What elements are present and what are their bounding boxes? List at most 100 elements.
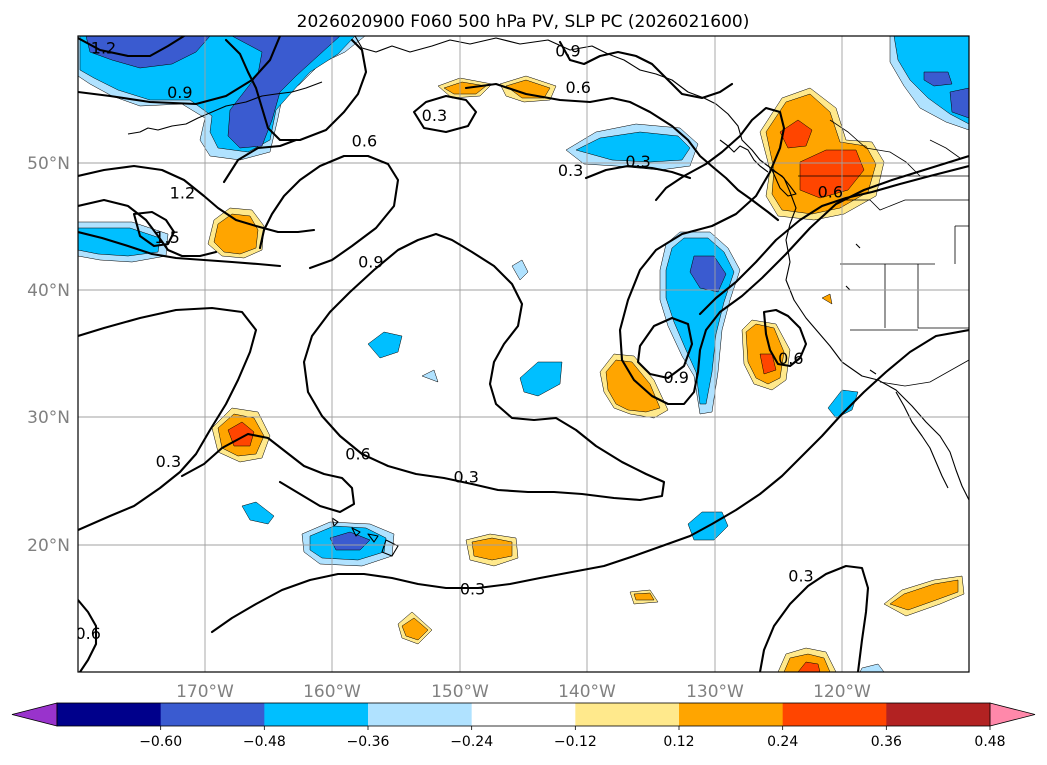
- lon-tick-120w: 120°W: [813, 682, 871, 702]
- lon-tick-140w: 140°W: [558, 682, 616, 702]
- border-states: [840, 199, 969, 331]
- pv-positive-area: [605, 359, 661, 413]
- contour-label: 0.6: [75, 624, 100, 643]
- colorbar-segment: [57, 703, 162, 726]
- slp-contour-0.9-inner: [636, 316, 694, 380]
- colorbar-segment: [679, 703, 784, 726]
- slp-contour-1.5-west: [78, 198, 218, 258]
- contour-label: 0.3: [422, 106, 447, 125]
- colorbar-segment: [264, 703, 369, 726]
- coastline-channel-islands: [845, 243, 877, 375]
- slp-contour-0.3-gulf: [412, 94, 478, 134]
- coastline-alaska: [354, 36, 785, 179]
- colorbar-tick-label: 0.12: [663, 734, 694, 750]
- slp-contour-0.9-gulf: [558, 40, 734, 100]
- contour-label: 0.3: [156, 452, 181, 471]
- slp-contour-0.3-center: [302, 232, 666, 502]
- slp-contour-1.2-north: [78, 36, 186, 58]
- gridlines: [78, 36, 969, 672]
- pv-negative-area: [511, 259, 529, 281]
- pv-positive-area: [889, 579, 959, 611]
- colorbar-segment: [471, 703, 576, 726]
- contour-label: 0.3: [453, 467, 478, 486]
- pv-negative-area: [689, 255, 727, 293]
- coastlines: [127, 36, 969, 557]
- pv-positive-area: [633, 592, 655, 601]
- contour-label: 0.3: [460, 579, 485, 598]
- pv-positive-area: [759, 353, 777, 375]
- slp-contour-0.6-gulf: [464, 82, 780, 222]
- pv-positive-fill: [207, 75, 965, 672]
- lon-tick-130w: 130°W: [686, 682, 744, 702]
- slp-contour-0.6-east: [762, 308, 808, 368]
- contour-label: 0.6: [565, 78, 590, 97]
- lat-tick-30n: 30°N: [27, 408, 70, 428]
- contour-label: 0.6: [352, 132, 377, 151]
- pv-negative-area: [923, 71, 953, 87]
- colorbar-extend-low: [11, 702, 58, 727]
- pv-negative-area: [367, 331, 403, 359]
- pv-positive-area: [799, 149, 865, 199]
- contour-label: 0.9: [663, 368, 688, 387]
- borders: [798, 119, 969, 387]
- lat-tick-40n: 40°N: [27, 281, 70, 301]
- slp-contour-0.6-inner: [698, 164, 969, 316]
- colorbar-segment: [886, 703, 991, 726]
- contour-label: 0.9: [358, 252, 383, 271]
- border-us-mexico: [879, 359, 969, 387]
- slp-contour-0.3-northeast: [618, 106, 969, 406]
- pv-negative-area: [575, 131, 691, 163]
- map-frame: [77, 35, 970, 673]
- pv-negative-area: [519, 361, 563, 397]
- pv-positive-area: [227, 421, 255, 447]
- colorbar-segment: [160, 703, 265, 726]
- pv-negative-area: [949, 87, 969, 119]
- contour-label: 0.3: [788, 567, 813, 586]
- map-content: 1.2 0.9 0.6 0.3 0.9 0.6 0.3 0.3 0.6 1.2 1.5 0.9 0.9 0…: [75, 36, 969, 672]
- pv-negative-area: [421, 369, 439, 383]
- slp-contours: [78, 36, 969, 672]
- colorbar-segment: [575, 703, 680, 726]
- contour-label: 0.3: [558, 161, 583, 180]
- contour-label: 0.9: [555, 41, 580, 60]
- colorbar-frame: [56, 702, 991, 727]
- colorbar-extend-high: [989, 702, 1036, 727]
- colorbar-tick-label: 0.24: [767, 734, 798, 750]
- pv-positive-area: [797, 661, 821, 672]
- contour-label: 1.2: [91, 39, 116, 58]
- slp-contour-0.9-west: [78, 230, 282, 268]
- coastline-hawaii: [331, 517, 399, 557]
- colorbar-tick-label: 0.36: [871, 734, 902, 750]
- colorbar-tick-label: −0.48: [243, 734, 286, 750]
- lon-tick-170w: 170°W: [176, 682, 234, 702]
- contour-label: 0.6: [345, 445, 370, 464]
- pv-negative-area: [241, 501, 275, 525]
- slp-contour-labels: 1.2 0.9 0.6 0.3 0.9 0.6 0.3 0.3 0.6 1.2 1.5 0.9 0.9 0…: [75, 39, 843, 643]
- slp-contour-1.2-west: [78, 164, 316, 234]
- lat-tick-20n: 20°N: [27, 536, 70, 556]
- latitude-tick-labels: 50°N 40°N 30°N 20°N: [27, 154, 70, 556]
- pv-positive-area: [471, 537, 513, 561]
- slp-contour-0.3-southwest: [180, 432, 356, 514]
- colorbar-tick-label: 0.48: [974, 734, 1005, 750]
- coastline-baja: [895, 391, 949, 489]
- colorbar-tick-label: −0.12: [554, 734, 597, 750]
- colorbar-segment: [782, 703, 887, 726]
- slp-contour-0.3-southeast: [758, 564, 870, 672]
- colorbar: −0.60 −0.48 −0.36 −0.24 −0.12 0.12 0.24 0.36 0.4…: [11, 702, 1036, 750]
- colorbar-tick-label: −0.24: [450, 734, 493, 750]
- contour-label: 0.9: [167, 83, 192, 102]
- pv-negative-area: [859, 663, 885, 672]
- border-canada-provinces: [829, 119, 961, 177]
- colorbar-tick-label: −0.60: [139, 734, 182, 750]
- slp-contour-0.6-southwest: [78, 306, 258, 532]
- lon-tick-150w: 150°W: [431, 682, 489, 702]
- slp-contour-0.6-southwest-edge: [78, 598, 98, 672]
- contour-label: 1.5: [154, 228, 179, 247]
- contour-label: 0.3: [625, 152, 650, 171]
- slp-contour-1.5-core: [132, 210, 176, 248]
- slp-contour-0.3-gulf-east: [584, 164, 692, 180]
- contour-label: 1.2: [170, 184, 195, 203]
- slp-contour-0.9-bridge: [258, 154, 400, 270]
